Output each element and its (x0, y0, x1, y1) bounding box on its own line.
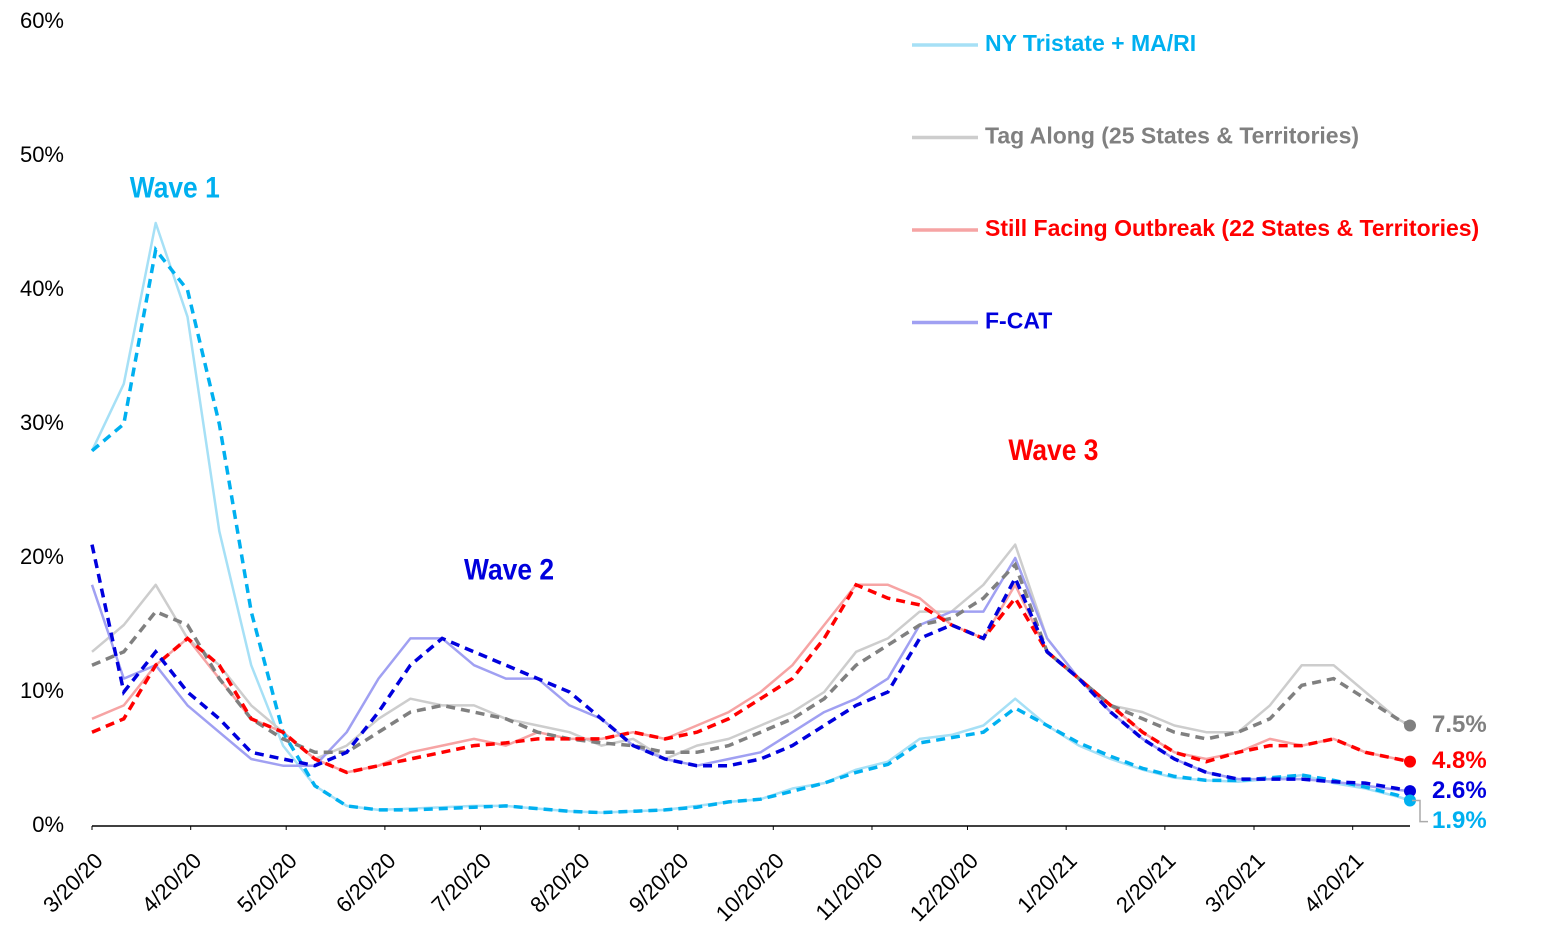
y-tick-label: 60% (20, 8, 64, 33)
y-tick-label: 40% (20, 276, 64, 301)
end-label: 4.8% (1432, 747, 1487, 774)
y-tick-label: 10% (20, 678, 64, 703)
trend-line (90, 544, 1411, 793)
trend-line (91, 561, 1411, 755)
end-label: 2.6% (1432, 777, 1487, 804)
x-tick-label: 8/20/20 (525, 848, 595, 918)
y-tick-label: 30% (20, 410, 64, 435)
end-label: 1.9% (1432, 807, 1487, 834)
end-marker (1404, 719, 1416, 732)
annotation: Wave 1 (130, 170, 220, 204)
raw-line (91, 543, 1411, 761)
x-tick-label: 3/20/21 (1200, 848, 1270, 918)
x-tick-label: 3/20/20 (38, 848, 108, 918)
legend-label: Still Facing Outbreak (22 States & Terri… (985, 215, 1479, 241)
end-label: 7.5% (1432, 711, 1487, 738)
legend: NY Tristate + MA/RI Tag Along (25 States … (912, 30, 1479, 334)
y-tick-label: 20% (20, 544, 64, 569)
end-marker (1404, 755, 1416, 768)
y-tick-label: 50% (20, 142, 64, 167)
y-tick-label: 0% (32, 812, 64, 837)
x-tick-label: 11/20/20 (811, 848, 888, 925)
annotation: Wave 3 (1008, 432, 1098, 466)
x-tick-label: 9/20/20 (624, 848, 694, 918)
trend-line (90, 245, 1411, 815)
x-tick-label: 12/20/20 (905, 848, 983, 926)
raw-line (90, 221, 1411, 814)
x-tick-label: 5/20/20 (232, 848, 302, 918)
end-marker (1404, 794, 1416, 807)
trend-line (91, 582, 1411, 775)
x-tick-label: 4/20/21 (1299, 848, 1369, 918)
end-marker (1404, 785, 1416, 798)
x-tick-label: 1/20/21 (1012, 848, 1082, 918)
x-tick-label: 7/20/20 (426, 848, 496, 918)
x-tick-label: 2/20/21 (1111, 848, 1181, 918)
legend-label: F-CAT (985, 308, 1052, 334)
annotation: Wave 2 (464, 552, 554, 586)
raw-line (90, 556, 1411, 793)
legend-label: NY Tristate + MA/RI (985, 30, 1196, 56)
x-tick-label: 4/20/20 (137, 848, 207, 918)
x-tick-label: 10/20/20 (711, 848, 789, 926)
legend-label: Tag Along (25 States & Territories) (985, 123, 1359, 149)
leader (1412, 799, 1428, 823)
x-tick-label: 6/20/20 (331, 848, 401, 918)
